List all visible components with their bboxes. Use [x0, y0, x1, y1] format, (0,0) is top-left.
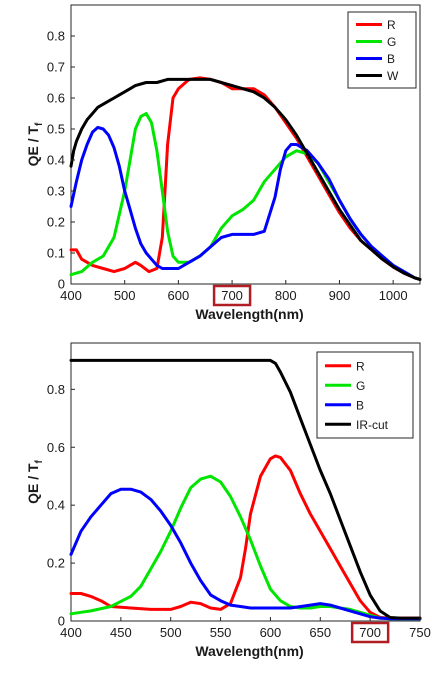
y-tick-label: 0: [58, 277, 65, 292]
y-tick-label: 0.5: [47, 122, 65, 137]
legend-label-ir-cut: IR-cut: [356, 418, 389, 432]
x-tick-label: 600: [260, 625, 282, 640]
y-axis-label-subscript: f: [34, 122, 45, 126]
y-tick-label: 0.6: [47, 91, 65, 106]
plot-area: [70, 342, 421, 622]
x-tick-label: 550: [210, 625, 232, 640]
x-tick-label: 450: [110, 625, 132, 640]
series-line-w: [69, 77, 422, 281]
x-tick-label: 1000: [379, 288, 408, 303]
series-line-b: [69, 125, 422, 281]
y-tick-label: 0.1: [47, 246, 65, 261]
x-axis-label: Wavelength(nm): [195, 643, 303, 659]
x-tick-label: 800: [275, 288, 297, 303]
chart-1: 400 500 600 700 800 900 1000 0 0.1 0.2 0.3 0.4 0.5 0.…: [25, 4, 422, 322]
y-axis-label-main: QE / T: [25, 126, 41, 167]
series-line-g: [69, 112, 422, 281]
series-line-r: [69, 454, 422, 620]
legend-label-b: B: [356, 398, 364, 412]
y-tick-label: 0: [58, 614, 65, 629]
y-tick-label: 0.7: [47, 60, 65, 75]
series-line-b: [69, 487, 422, 621]
legend-label-r: R: [387, 18, 396, 32]
legend-label-b: B: [387, 52, 395, 66]
x-axis-label: Wavelength(nm): [195, 306, 303, 322]
y-tick-label: 0.4: [47, 153, 65, 168]
x-tick-label: 500: [160, 625, 182, 640]
y-tick-label: 0.4: [47, 498, 65, 513]
x-tick-label: 750: [409, 625, 431, 640]
y-axis-label: QE / Tf: [25, 122, 45, 166]
x-tick-label: 600: [168, 288, 190, 303]
legend-label-g: G: [387, 35, 396, 49]
x-tick-label: 900: [329, 288, 351, 303]
y-tick-label: 0.6: [47, 440, 65, 455]
y-tick-label: 0.3: [47, 184, 65, 199]
x-tick-label: 700: [359, 625, 381, 640]
highlight-box: [350, 621, 390, 644]
y-tick-label: 0.8: [47, 382, 65, 397]
y-axis-label-main: QE / T: [25, 463, 41, 504]
x-tick-label: 650: [309, 625, 331, 640]
x-tick-label: 400: [60, 625, 82, 640]
legend-label-g: G: [356, 379, 365, 393]
legend-label-w: W: [387, 69, 399, 83]
chart-2: 400 450 500 550 600 650 700 750 0 0.2 0.4 0.6 0.8 Wav…: [25, 342, 431, 659]
highlight-box: [212, 284, 252, 307]
x-tick-label: 400: [60, 288, 82, 303]
legend-label-r: R: [356, 359, 365, 373]
x-tick-label: 500: [114, 288, 136, 303]
y-tick-label: 0.2: [47, 215, 65, 230]
plot-area: [70, 4, 421, 285]
y-axis-label-subscript: f: [34, 459, 45, 463]
x-tick-label: 700: [221, 288, 243, 303]
legend: RGB IR-cut: [316, 351, 414, 439]
y-axis-label: QE / Tf: [25, 459, 45, 503]
y-tick-label: 0.2: [47, 556, 65, 571]
y-tick-label: 0.8: [47, 29, 65, 44]
series-line-ir-cut: [69, 358, 422, 620]
